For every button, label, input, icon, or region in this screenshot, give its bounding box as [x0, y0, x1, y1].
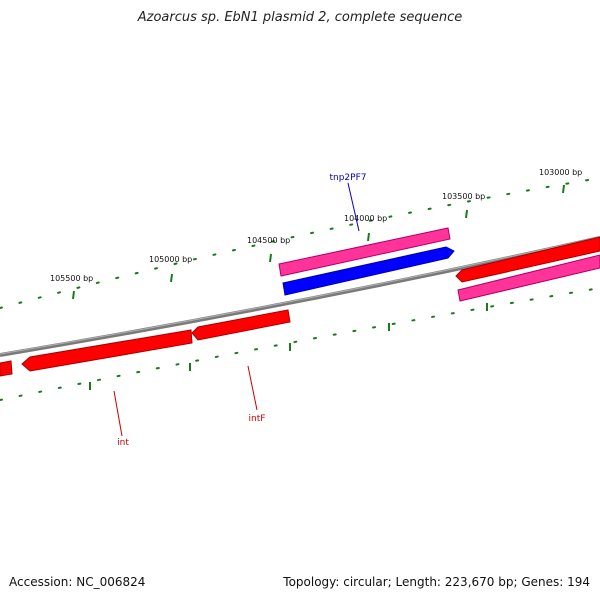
major-tick: [465, 209, 468, 219]
major-tick: [72, 290, 75, 300]
leader-line-tnp2PF7: [347, 182, 360, 232]
tick-label: 103000 bp: [539, 168, 582, 177]
tick-label: 104000 bp: [344, 214, 387, 223]
genome-backbone: [0, 236, 600, 357]
major-tick: [170, 273, 173, 283]
gene-label-int: int: [117, 438, 129, 448]
leader-line-intF: [247, 365, 258, 411]
tick-label: 104500 bp: [247, 236, 290, 245]
topology-summary: Topology: circular; Length: 223,670 bp; …: [283, 575, 590, 589]
gene-arrow-intF[interactable]: [191, 309, 291, 341]
tick-label: 105500 bp: [50, 274, 93, 283]
gene-arrow-tnp2PF7[interactable]: [278, 227, 451, 277]
tick-label: 105000 bp: [149, 255, 192, 264]
gene-arrow-int[interactable]: [21, 329, 193, 372]
major-tick: [367, 232, 370, 242]
gene-arrow-pink-right[interactable]: [457, 254, 600, 302]
accession-text: Accession: NC_006824: [9, 575, 146, 589]
leader-line-int: [113, 390, 123, 437]
major-tick: [269, 253, 272, 263]
gene-arrow-red-right[interactable]: [455, 236, 600, 283]
gene-label-intF: intF: [249, 414, 266, 424]
tick-label: 103500 bp: [442, 192, 485, 201]
gene-label-tnp2PF7: tnp2PF7: [329, 173, 366, 183]
gene-arrow-left-edge[interactable]: [0, 360, 13, 377]
genome-backbone-highlight: [0, 236, 600, 355]
map-title: Azoarcus sp. EbN1 plasmid 2, complete se…: [137, 10, 463, 25]
major-ticks: [72, 184, 565, 390]
gene-arrow-blue[interactable]: [282, 246, 455, 296]
major-tick: [562, 184, 565, 194]
